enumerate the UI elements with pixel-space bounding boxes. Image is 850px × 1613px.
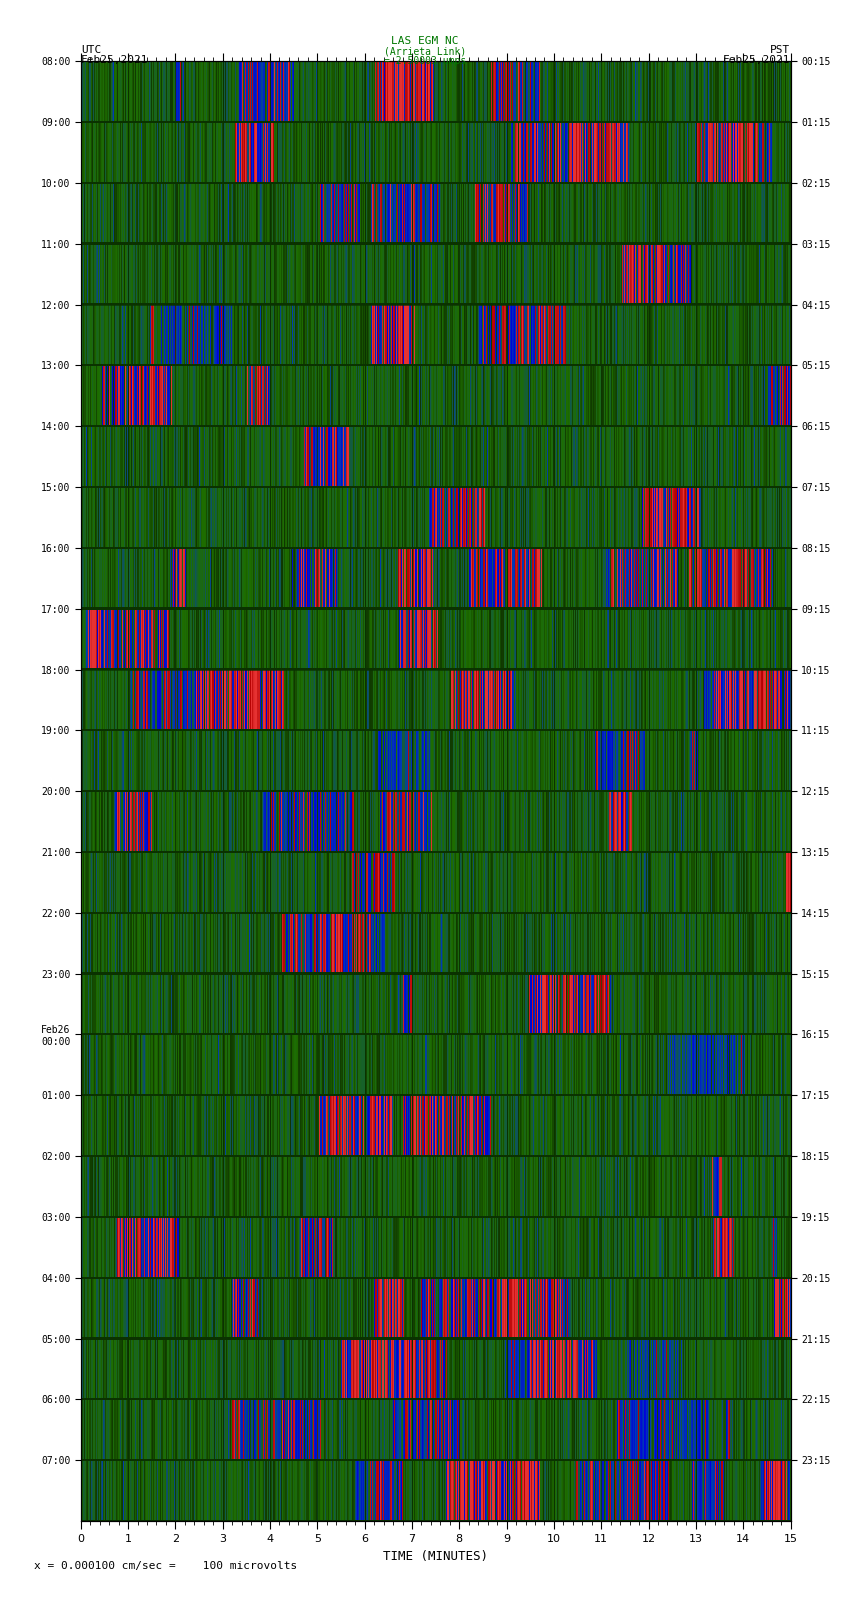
Text: UTC: UTC	[81, 45, 101, 55]
Text: Feb25,2021: Feb25,2021	[723, 55, 791, 65]
Text: PST: PST	[770, 45, 790, 55]
Text: Feb25,2021: Feb25,2021	[81, 55, 148, 65]
Text: = 2.50003 umps: = 2.50003 umps	[384, 56, 466, 66]
Text: LAS EGM NC: LAS EGM NC	[391, 35, 459, 45]
Text: (Arrieta Link): (Arrieta Link)	[384, 47, 466, 56]
Text: x = 0.000100 cm/sec =    100 microvolts: x = 0.000100 cm/sec = 100 microvolts	[34, 1561, 298, 1571]
X-axis label: TIME (MINUTES): TIME (MINUTES)	[383, 1550, 488, 1563]
